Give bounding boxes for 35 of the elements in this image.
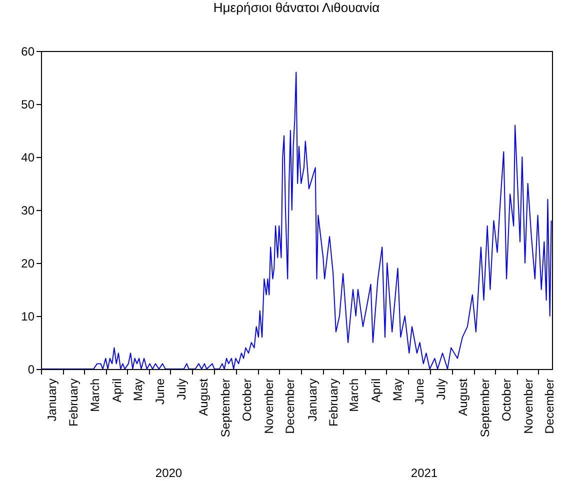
x-tick-label: May: [131, 378, 146, 402]
y-tick-label: 20: [21, 256, 35, 270]
x-tick-label: January: [45, 378, 60, 422]
x-tick-label: March: [88, 378, 102, 412]
x-tick-label: October: [240, 378, 254, 422]
x-tick-label: September: [218, 378, 233, 438]
x-tick-label: October: [499, 378, 514, 422]
y-tick-label: 60: [21, 44, 35, 58]
x-tick-label: July: [434, 378, 448, 400]
x-tick-label: June: [153, 378, 168, 405]
x-tick-label: April: [369, 378, 384, 403]
y-tick-label: 10: [21, 310, 35, 324]
x-tick-label: May: [390, 378, 405, 402]
x-tick-label: September: [478, 378, 492, 438]
line-series: [41, 72, 552, 369]
x-tick-label: August: [196, 378, 211, 416]
text: 2020: [155, 466, 182, 480]
x-tick-label: November: [262, 378, 276, 434]
x-tick-label: February: [66, 378, 80, 427]
x-tick-label: March: [347, 378, 362, 412]
x-tick-label: February: [326, 378, 341, 427]
y-tick-label: 0: [28, 362, 35, 376]
y-tick-label: 30: [21, 204, 35, 218]
x-tick-label: November: [521, 378, 536, 434]
x-tick-label: July: [174, 378, 189, 400]
chart-title: Ημερήσιοι θάνατοι Λιθουανία: [213, 0, 380, 15]
x-tick-label: January: [305, 378, 320, 422]
y-tick-label: 50: [21, 98, 35, 112]
x-tick-label: June: [412, 378, 427, 405]
x-tick-label: August: [456, 378, 470, 416]
x-tick-label: April: [110, 378, 124, 403]
y-tick-label: 40: [21, 150, 35, 164]
x-tick-label: December: [283, 378, 298, 434]
x-tick-label: December: [542, 378, 557, 434]
text: 2021: [410, 466, 438, 480]
